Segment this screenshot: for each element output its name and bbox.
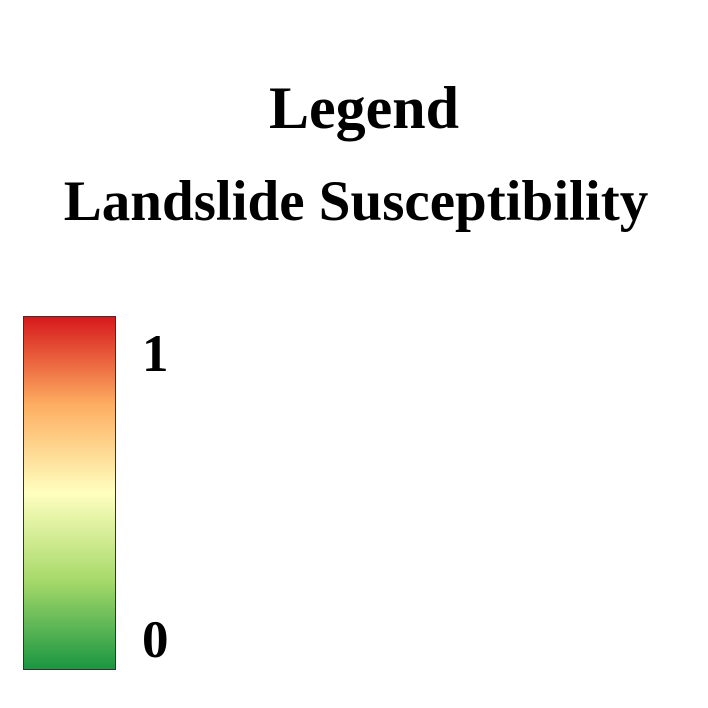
ramp-min-label: 0 xyxy=(142,611,169,669)
ramp-max-label: 1 xyxy=(142,325,169,383)
legend-layer-title: Landslide Susceptibility xyxy=(63,170,649,233)
legend-heading: Legend xyxy=(268,75,460,141)
susceptibility-color-ramp xyxy=(23,316,116,670)
